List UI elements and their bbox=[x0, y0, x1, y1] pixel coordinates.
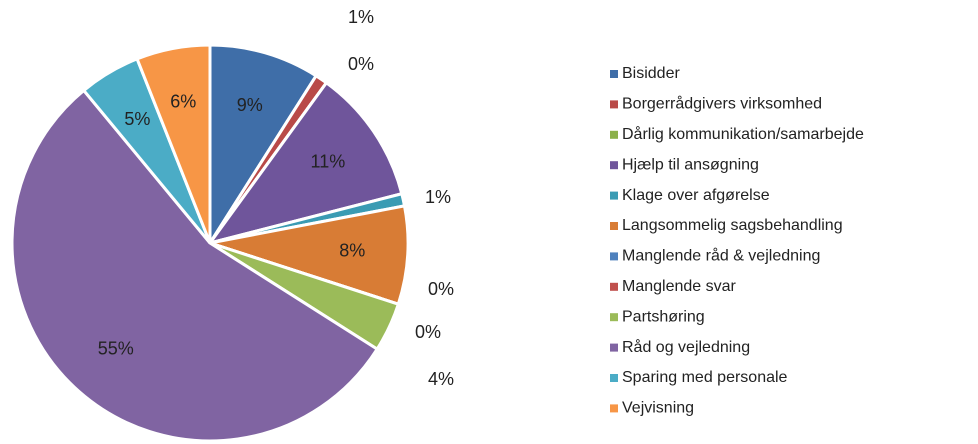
pie-slice bbox=[206, 80, 404, 246]
legend-label: Hjælp til ansøgning bbox=[622, 156, 759, 173]
legend-swatch bbox=[610, 404, 618, 413]
legend-swatch bbox=[610, 252, 618, 261]
legend-label: Dårlig kommunikation/samarbejde bbox=[622, 125, 864, 143]
pie-slice bbox=[209, 204, 410, 307]
data-label: 55% bbox=[98, 339, 134, 359]
legend-label: Partshøring bbox=[622, 308, 705, 325]
data-label: 1% bbox=[348, 7, 374, 27]
data-label: 0% bbox=[415, 322, 441, 342]
data-label: 9% bbox=[237, 95, 263, 115]
data-label: 8% bbox=[339, 241, 365, 261]
legend-swatch bbox=[610, 130, 618, 139]
legend-swatch bbox=[610, 282, 618, 291]
legend-label: Langsommelig sagsbehandling bbox=[622, 217, 843, 234]
data-label: 1% bbox=[425, 187, 451, 207]
legend-swatch bbox=[610, 343, 618, 352]
data-label: 0% bbox=[348, 54, 374, 74]
legend-swatch bbox=[610, 374, 618, 382]
legend-swatch bbox=[610, 191, 618, 200]
data-label: 11% bbox=[311, 152, 346, 172]
data-label: 4% bbox=[428, 369, 454, 389]
legend-label: Vejvisning bbox=[622, 400, 694, 417]
legend-label: Manglende svar bbox=[622, 278, 737, 295]
legend-swatch bbox=[610, 313, 618, 322]
pie-slice bbox=[208, 43, 319, 249]
pie-slice bbox=[10, 88, 380, 443]
legend-label: Borgerrådgivers virksomhed bbox=[622, 95, 822, 113]
legend-label: Bisidder bbox=[622, 65, 680, 82]
pie-slice bbox=[135, 43, 212, 244]
legend-swatch bbox=[610, 222, 618, 230]
legend-swatch bbox=[610, 161, 618, 170]
data-label: 0% bbox=[428, 279, 454, 299]
data-label: 5% bbox=[124, 109, 150, 129]
legend-label: Råd og vejledning bbox=[622, 338, 750, 356]
legend-swatch bbox=[610, 100, 618, 109]
data-label: 6% bbox=[170, 92, 196, 112]
legend-label: Klage over afgørelse bbox=[622, 187, 770, 204]
legend-label: Sparing med personale bbox=[622, 369, 788, 386]
legend-swatch bbox=[610, 70, 618, 78]
legend-label: Manglende råd & vejledning bbox=[622, 247, 820, 265]
